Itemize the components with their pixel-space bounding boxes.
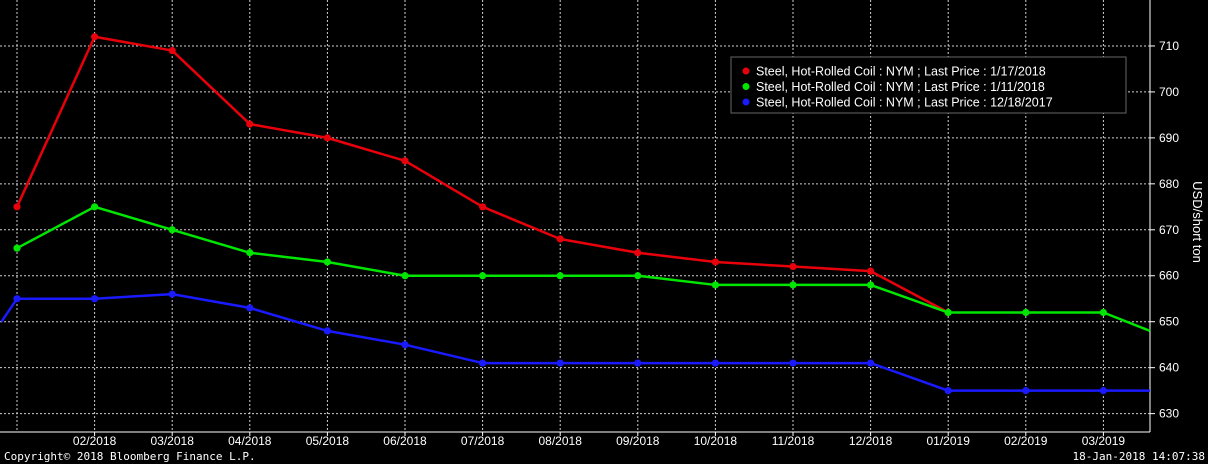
data-point	[634, 272, 642, 280]
legend-marker	[742, 83, 750, 90]
axes	[0, 0, 1151, 433]
data-point	[13, 244, 21, 252]
y-tick-label: 710	[1159, 39, 1179, 53]
data-point	[556, 359, 564, 367]
data-point	[168, 226, 176, 234]
x-tick-label: 09/2018	[616, 434, 660, 448]
x-tick-label: 03/2019	[1082, 434, 1126, 448]
series-line-2	[16, 205, 1151, 333]
data-point	[323, 134, 331, 142]
data-point	[867, 267, 875, 275]
x-tick-label: 06/2018	[383, 434, 427, 448]
series-lines	[0, 33, 1151, 395]
data-point	[13, 295, 21, 303]
data-point	[711, 258, 720, 266]
data-point	[168, 290, 176, 298]
data-point	[401, 157, 409, 165]
copyright-text: Copyright© 2018 Bloomberg Finance L.P.	[4, 450, 256, 463]
data-point	[789, 281, 797, 289]
data-point	[13, 203, 21, 211]
y-tick-label: 690	[1159, 131, 1179, 145]
data-point	[634, 359, 642, 367]
data-point	[91, 33, 99, 41]
legend-marker	[742, 67, 750, 75]
data-point	[711, 281, 720, 289]
data-point	[479, 203, 487, 211]
x-axis-ticks: 02/2018 03/2018 04/2018 05/2018 06/2018 07/20…	[73, 432, 1126, 448]
data-point	[323, 327, 331, 335]
y-tick-label: 660	[1159, 269, 1179, 283]
legend-marker	[742, 98, 750, 106]
legend-entry: Steel, Hot-Rolled Coil : NYM ; Last Pric…	[756, 96, 1053, 110]
data-point	[246, 120, 254, 128]
data-point	[944, 387, 952, 395]
y-tick-label: 680	[1159, 177, 1179, 191]
data-point	[479, 359, 487, 367]
x-tick-label: 08/2018	[539, 434, 583, 448]
data-point	[246, 249, 254, 257]
x-tick-label: 05/2018	[306, 434, 350, 448]
y-tick-label: 670	[1159, 223, 1179, 237]
x-tick-label: 02/2018	[73, 434, 117, 448]
y-tick-label: 640	[1159, 361, 1179, 375]
data-point	[789, 262, 797, 271]
data-point	[168, 46, 176, 55]
legend-entry: Steel, Hot-Rolled Coil : NYM ; Last Pric…	[756, 80, 1045, 94]
y-tick-label: 650	[1159, 315, 1179, 329]
data-point	[401, 341, 409, 349]
legend-entry: Steel, Hot-Rolled Coil : NYM ; Last Pric…	[756, 65, 1046, 79]
data-point	[1099, 308, 1107, 317]
x-tick-label: 11/2018	[772, 434, 815, 448]
data-point	[1099, 387, 1107, 395]
y-tick-label: 700	[1159, 85, 1179, 99]
timestamp-text: 18-Jan-2018 14:07:38	[1072, 450, 1205, 463]
data-point	[789, 359, 797, 367]
legend: Steel, Hot-Rolled Coil : NYM ; Last Pric…	[730, 56, 1127, 114]
x-tick-label: 03/2018	[151, 434, 195, 448]
data-point	[1022, 387, 1030, 395]
data-point	[323, 258, 331, 266]
data-point	[91, 295, 99, 303]
x-tick-label: 04/2018	[228, 434, 272, 448]
x-tick-label: 10/2018	[694, 434, 738, 448]
data-point	[944, 308, 952, 317]
x-tick-label: 02/2019	[1004, 434, 1048, 448]
data-point	[1022, 308, 1030, 317]
data-point	[556, 235, 564, 243]
legend-box	[730, 56, 1127, 114]
data-point	[711, 359, 720, 367]
data-point	[867, 359, 875, 367]
y-axis-label: USD/short ton	[1190, 181, 1205, 263]
data-point	[479, 272, 487, 280]
data-point	[401, 272, 409, 280]
data-point	[634, 249, 642, 257]
series-line-3	[0, 292, 1150, 392]
data-point	[91, 203, 99, 211]
x-tick-label: 12/2018	[849, 434, 893, 448]
y-axis-ticks: 630 640 650 660 670 680 690 700 710	[1150, 39, 1179, 421]
data-point	[556, 272, 564, 280]
x-tick-label: 01/2019	[927, 434, 971, 448]
x-tick-label: 07/2018	[461, 434, 505, 448]
data-point	[867, 281, 875, 289]
data-point	[246, 304, 254, 312]
y-tick-label: 630	[1159, 407, 1179, 421]
